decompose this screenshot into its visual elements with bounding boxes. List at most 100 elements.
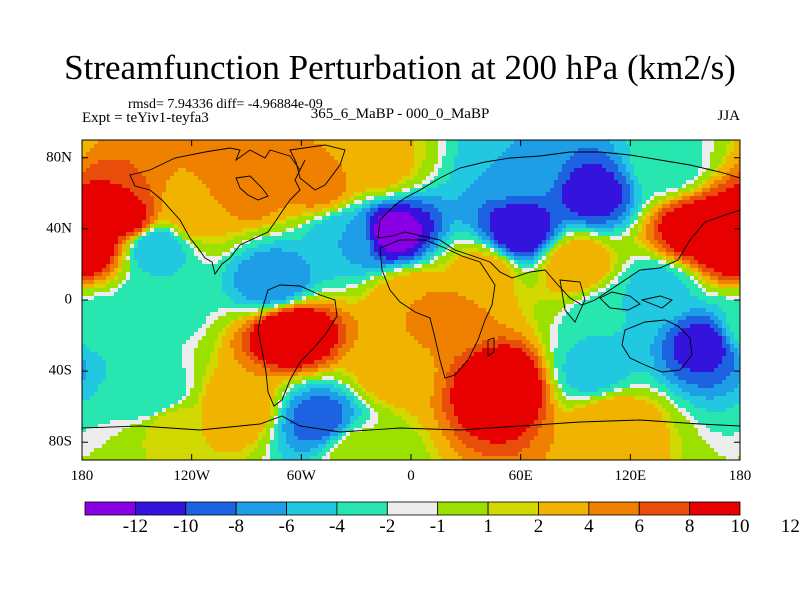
- field-cell: [710, 156, 715, 161]
- field-cell: [570, 148, 575, 153]
- field-cell: [526, 144, 531, 149]
- field-cell: [134, 228, 139, 233]
- field-cell: [334, 148, 339, 153]
- field-cell: [578, 220, 583, 225]
- field-cell: [122, 200, 127, 205]
- field-cell: [606, 180, 611, 185]
- field-cell: [214, 164, 219, 169]
- field-cell: [254, 196, 259, 201]
- field-cell: [102, 208, 107, 213]
- field-cell: [598, 184, 603, 189]
- field-cell: [262, 180, 267, 185]
- field-cell: [642, 252, 647, 257]
- field-cell: [294, 220, 299, 225]
- field-cell: [414, 160, 419, 165]
- field-cell: [354, 208, 359, 213]
- field-cell: [102, 204, 107, 209]
- field-cell: [634, 148, 639, 153]
- field-cell: [382, 164, 387, 169]
- field-cell: [594, 236, 599, 241]
- field-cell: [386, 236, 391, 241]
- field-cell: [278, 160, 283, 165]
- field-cell: [462, 216, 467, 221]
- field-cell: [350, 172, 355, 177]
- field-cell: [490, 212, 495, 217]
- field-cell: [690, 160, 695, 165]
- field-cell: [702, 244, 707, 249]
- field-cell: [642, 184, 647, 189]
- field-cell: [726, 156, 731, 161]
- field-cell: [570, 184, 575, 189]
- field-cell: [674, 256, 679, 261]
- field-cell: [178, 144, 183, 149]
- field-cell: [718, 192, 723, 197]
- field-cell: [166, 152, 171, 157]
- field-cell: [206, 236, 211, 241]
- field-cell: [82, 252, 87, 257]
- field-cell: [386, 220, 391, 225]
- field-cell: [466, 212, 471, 217]
- field-cell: [194, 148, 199, 153]
- field-cell: [222, 196, 227, 201]
- field-cell: [274, 248, 279, 253]
- field-cell: [110, 196, 115, 201]
- field-cell: [162, 260, 167, 265]
- field-cell: [634, 160, 639, 165]
- field-cell: [182, 172, 187, 177]
- field-cell: [130, 232, 135, 237]
- field-cell: [434, 176, 439, 181]
- field-cell: [630, 200, 635, 205]
- field-cell: [194, 160, 199, 165]
- field-cell: [498, 156, 503, 161]
- field-cell: [490, 228, 495, 233]
- field-cell: [658, 176, 663, 181]
- field-cell: [106, 204, 111, 209]
- field-cell: [510, 216, 515, 221]
- field-cell: [190, 140, 195, 145]
- field-cell: [450, 184, 455, 189]
- field-cell: [238, 140, 243, 145]
- field-cell: [666, 236, 671, 241]
- field-cell: [642, 196, 647, 201]
- field-cell: [630, 204, 635, 209]
- field-cell: [562, 156, 567, 161]
- field-cell: [82, 196, 87, 201]
- field-cell: [110, 180, 115, 185]
- field-cell: [102, 224, 107, 229]
- field-cell: [410, 240, 415, 245]
- field-cell: [566, 172, 571, 177]
- field-cell: [326, 252, 331, 257]
- field-cell: [354, 152, 359, 157]
- field-cell: [254, 172, 259, 177]
- field-cell: [506, 168, 511, 173]
- field-cell: [314, 216, 319, 221]
- field-cell: [230, 172, 235, 177]
- field-cell: [590, 152, 595, 157]
- field-cell: [114, 144, 119, 149]
- field-cell: [490, 184, 495, 189]
- field-cell: [586, 152, 591, 157]
- field-cell: [322, 176, 327, 181]
- field-cell: [170, 236, 175, 241]
- field-cell: [94, 232, 99, 237]
- field-cell: [270, 140, 275, 145]
- field-cell: [142, 256, 147, 261]
- field-cell: [586, 212, 591, 217]
- field-cell: [674, 216, 679, 221]
- field-cell: [354, 176, 359, 181]
- field-cell: [690, 256, 695, 261]
- field-cell: [366, 256, 371, 261]
- field-cell: [478, 184, 483, 189]
- field-cell: [394, 160, 399, 165]
- field-cell: [386, 224, 391, 229]
- field-cell: [130, 200, 135, 205]
- field-cell: [282, 196, 287, 201]
- field-cell: [434, 172, 439, 177]
- field-cell: [466, 224, 471, 229]
- field-cell: [514, 252, 519, 257]
- field-cell: [314, 212, 319, 217]
- field-cell: [574, 172, 579, 177]
- field-cell: [502, 208, 507, 213]
- field-cell: [342, 180, 347, 185]
- field-cell: [714, 212, 719, 217]
